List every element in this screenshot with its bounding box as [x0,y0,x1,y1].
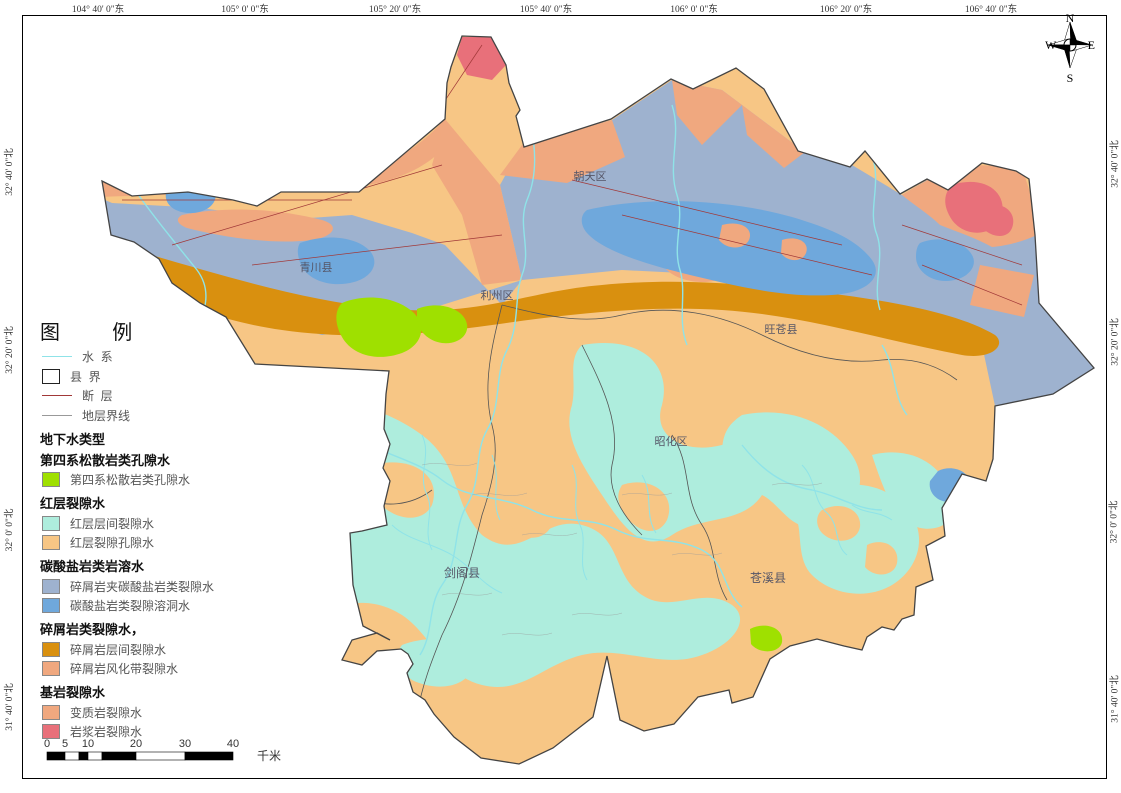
svg-text:30: 30 [179,738,191,750]
svg-text:40: 40 [227,738,239,750]
svg-text:10: 10 [82,738,94,750]
svg-text:5: 5 [62,738,68,750]
svg-text:20: 20 [130,738,142,750]
svg-text:E: E [1088,38,1095,52]
svg-text:青川县: 青川县 [300,261,333,274]
svg-text:昭化区: 昭化区 [655,434,688,448]
svg-text:W: W [1045,38,1057,52]
svg-text:苍溪县: 苍溪县 [750,571,786,585]
svg-text:0: 0 [44,738,50,750]
svg-text:千米: 千米 [257,749,281,763]
svg-text:S: S [1067,71,1074,85]
svg-text:朝天区: 朝天区 [574,170,607,183]
svg-text:N: N [1066,14,1075,25]
svg-text:剑阁县: 剑阁县 [444,565,480,580]
svg-text:旺苍县: 旺苍县 [765,323,798,336]
svg-text:利州区: 利州区 [481,289,514,302]
